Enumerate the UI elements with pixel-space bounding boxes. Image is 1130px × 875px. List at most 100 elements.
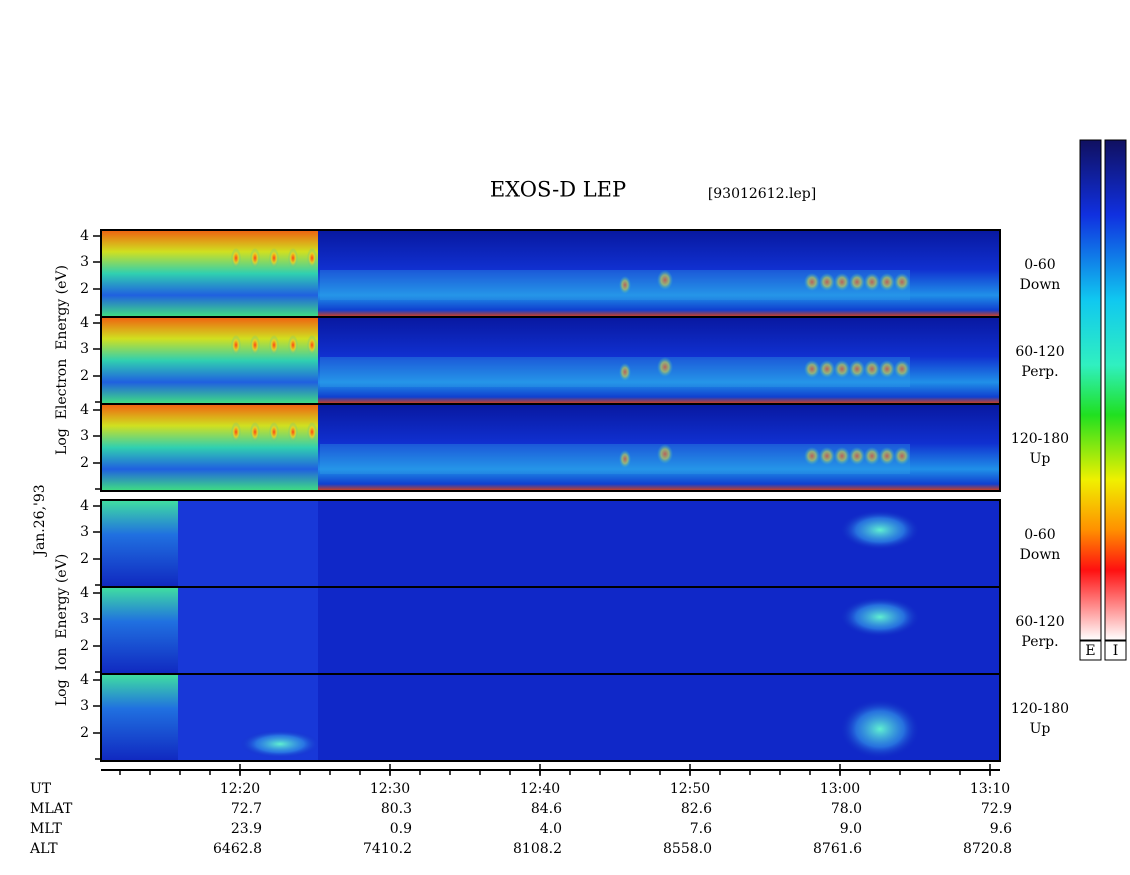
energy-tick-label: 4: [80, 498, 89, 514]
spectrogram-feature: [657, 270, 673, 290]
spectrogram-feature: [288, 248, 298, 268]
ephemeris-value: 82.6: [681, 801, 712, 817]
energy-tick-label: 4: [80, 672, 89, 688]
spectrogram-feature: [231, 422, 241, 442]
ephemeris-value: 80.3: [381, 801, 412, 817]
energy-tick-label: 2: [80, 638, 89, 654]
colorbar-label: E: [1085, 643, 1095, 659]
spectrogram-feature: [657, 444, 673, 464]
spectrogram-feature: [879, 273, 895, 291]
spectrogram-mid: [178, 587, 318, 674]
spectrogram-feature: [894, 447, 910, 465]
energy-tick-label: 3: [80, 698, 89, 714]
spectrogram-feature: [804, 360, 820, 378]
ephemeris-value: 78.0: [831, 801, 862, 817]
time-label: 13:10: [970, 781, 1010, 797]
spectrogram-feature: [819, 273, 835, 291]
colorbar: [1079, 139, 1102, 641]
ephemeris-value: 8720.8: [963, 841, 1012, 857]
spectrogram-mid: [178, 500, 318, 587]
spectrogram-feature: [250, 335, 260, 355]
ephemeris-value: 0.9: [390, 821, 412, 837]
spectrogram-hot: [101, 230, 318, 317]
electron-axis-label: Log Electron Energy (eV): [54, 265, 70, 455]
direction-label: Perp.: [1021, 634, 1058, 650]
spectrogram-feature: [619, 450, 631, 468]
spectrogram-feature: [240, 730, 320, 758]
spectrogram-feature: [849, 360, 865, 378]
spectrogram-left: [101, 587, 178, 674]
spectrogram-feature: [288, 422, 298, 442]
spectrogram-feature: [834, 360, 850, 378]
panel-frame: [100, 403, 1001, 492]
spectrogram-feature: [894, 273, 910, 291]
colorbar: [1104, 139, 1127, 641]
spectrogram-feature: [307, 335, 317, 355]
spectrogram-band: [320, 357, 910, 387]
spectrogram-feature: [849, 447, 865, 465]
spectrogram-feature: [840, 699, 920, 759]
spectrogram-feature: [864, 360, 880, 378]
ion-axis-label: Log Ion Energy (eV): [54, 554, 70, 706]
ephemeris-value: 8108.2: [513, 841, 562, 857]
time-label: 12:50: [670, 781, 710, 797]
spectrogram-left: [101, 500, 178, 587]
ephemeris-value: 9.6: [990, 821, 1012, 837]
colorbar-label-box: [1079, 640, 1102, 661]
spectrogram-feature: [619, 276, 631, 294]
spectrogram-hot: [101, 317, 318, 404]
energy-tick-label: 4: [80, 402, 89, 418]
title: EXOS-D LEP: [490, 178, 626, 202]
spectrogram-feature: [840, 597, 920, 637]
colorbar-label: I: [1113, 643, 1119, 659]
spectrogram-feature: [288, 335, 298, 355]
spectrogram-feature: [231, 335, 241, 355]
energy-tick-label: 2: [80, 551, 89, 567]
spectrogram-feature: [269, 248, 279, 268]
direction-label: Up: [1030, 451, 1051, 467]
spectrogram-feature: [840, 510, 920, 550]
energy-tick-label: 2: [80, 725, 89, 741]
energy-tick-label: 3: [80, 254, 89, 270]
file-name: [93012612.lep]: [708, 186, 816, 202]
spectrogram-feature: [250, 422, 260, 442]
spectrogram-feature: [804, 273, 820, 291]
ephemeris-label: UT: [30, 781, 52, 797]
spectrogram-feature: [269, 335, 279, 355]
spectrogram-feature: [819, 447, 835, 465]
spectrogram-feature: [834, 273, 850, 291]
spectrogram-feature: [894, 360, 910, 378]
spectrogram-hot: [101, 404, 318, 491]
angle-label: 60-120: [1015, 344, 1064, 360]
energy-tick-label: 4: [80, 228, 89, 244]
time-label: 12:30: [370, 781, 410, 797]
ephemeris-value: 4.0: [540, 821, 562, 837]
ephemeris-value: 8558.0: [663, 841, 712, 857]
angle-label: 120-180: [1011, 701, 1069, 717]
ephemeris-label: MLAT: [30, 801, 73, 817]
spectrogram-feature: [834, 447, 850, 465]
energy-tick-label: 2: [80, 281, 89, 297]
angle-label: 120-180: [1011, 431, 1069, 447]
ephemeris-value: 72.7: [231, 801, 262, 817]
ephemeris-value: 23.9: [231, 821, 262, 837]
colorbar-label-box: [1104, 640, 1127, 661]
spectrogram-feature: [657, 357, 673, 377]
ephemeris-value: 72.9: [981, 801, 1012, 817]
time-label: 12:40: [520, 781, 560, 797]
direction-label: Up: [1030, 721, 1051, 737]
angle-label: 0-60: [1024, 257, 1055, 273]
energy-tick-label: 3: [80, 341, 89, 357]
spectrogram-feature: [269, 422, 279, 442]
angle-label: 0-60: [1024, 527, 1055, 543]
spectrogram-feature: [819, 360, 835, 378]
ephemeris-label: MLT: [30, 821, 62, 837]
spectrogram-feature: [804, 447, 820, 465]
angle-label: 60-120: [1015, 614, 1064, 630]
energy-tick-label: 3: [80, 428, 89, 444]
direction-label: Perp.: [1021, 364, 1058, 380]
energy-tick-label: 2: [80, 455, 89, 471]
energy-tick-label: 3: [80, 611, 89, 627]
spectrogram-left: [101, 674, 178, 761]
